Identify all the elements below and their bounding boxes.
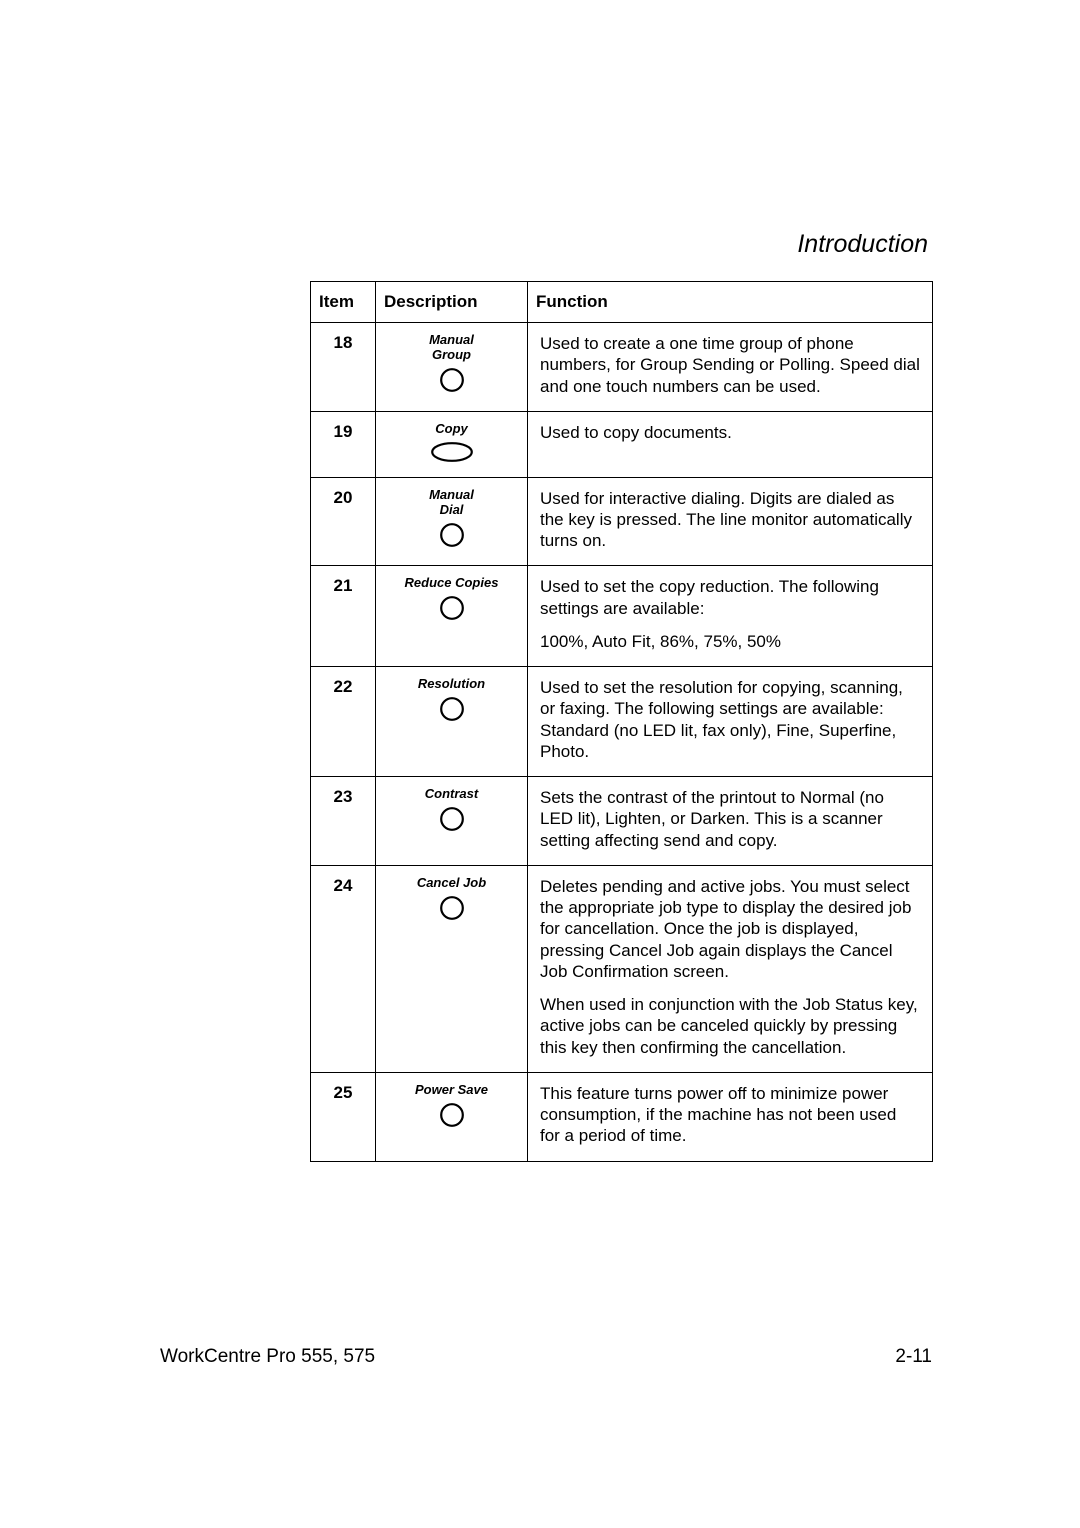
header-description: Description [376,282,528,323]
button-label: ManualDial [382,488,521,518]
function-cell: Used to set the copy reduction. The foll… [528,566,933,667]
table-row: 22 Resolution Used to set the resolution f… [311,667,933,777]
description-cell: ManualGroup [376,323,528,412]
function-cell: Used to create a one time group of phone… [528,323,933,412]
description-cell: Copy [376,411,528,477]
function-cell: Deletes pending and active jobs. You mus… [528,865,933,1072]
table-row: 18ManualGroup Used to create a one time g… [311,323,933,412]
ellipse-button-icon [430,441,474,463]
item-number: 19 [311,411,376,477]
circle-button-icon [439,522,465,548]
function-cell: This feature turns power off to minimize… [528,1072,933,1161]
table-row: 25 Power Save This feature turns power off… [311,1072,933,1161]
table-row: 24 Cancel Job Deletes pending and active j… [311,865,933,1072]
item-number: 22 [311,667,376,777]
footer-right: 2-11 [895,1346,932,1368]
function-text: This feature turns power off to minimize… [540,1083,920,1147]
circle-button-icon [439,1102,465,1128]
function-cell: Used to copy documents. [528,411,933,477]
table-header-row: Item Description Function [311,282,933,323]
item-number: 24 [311,865,376,1072]
button-label: Reduce Copies [382,576,521,591]
button-label: Power Save [382,1083,521,1098]
circle-button-icon [439,595,465,621]
circle-button-icon [439,895,465,921]
function-text: Used to set the resolution for copying, … [540,677,920,762]
button-label: Contrast [382,787,521,802]
table-row: 20ManualDial Used for interactive dialing… [311,477,933,566]
item-number: 23 [311,777,376,866]
description-cell: Power Save [376,1072,528,1161]
function-cell: Sets the contrast of the printout to Nor… [528,777,933,866]
function-text: 100%, Auto Fit, 86%, 75%, 50% [540,631,920,652]
table-row: 19 Copy Used to copy documents. [311,411,933,477]
item-number: 18 [311,323,376,412]
table-row: 21 Reduce Copies Used to set the copy redu… [311,566,933,667]
item-number: 21 [311,566,376,667]
description-cell: ManualDial [376,477,528,566]
function-text: Used to create a one time group of phone… [540,333,920,397]
feature-table: Item Description Function 18ManualGroup U… [310,281,933,1162]
item-number: 20 [311,477,376,566]
item-number: 25 [311,1072,376,1161]
function-text: Used to copy documents. [540,422,920,443]
header-function: Function [528,282,933,323]
circle-button-icon [439,806,465,832]
circle-button-icon [439,367,465,393]
description-cell: Contrast [376,777,528,866]
button-label: Cancel Job [382,876,521,891]
function-cell: Used to set the resolution for copying, … [528,667,933,777]
document-page: Introduction Item Description Function 1… [0,0,1080,1528]
function-text: Used to set the copy reduction. The foll… [540,576,920,619]
footer-left: WorkCentre Pro 555, 575 [160,1346,375,1368]
description-cell: Resolution [376,667,528,777]
page-footer: WorkCentre Pro 555, 575 2-11 [160,1346,932,1368]
description-cell: Reduce Copies [376,566,528,667]
button-label: Copy [382,422,521,437]
function-text: Sets the contrast of the printout to Nor… [540,787,920,851]
table-body: 18ManualGroup Used to create a one time g… [311,323,933,1162]
circle-button-icon [439,696,465,722]
header-item: Item [311,282,376,323]
function-text: Deletes pending and active jobs. You mus… [540,876,920,982]
function-cell: Used for interactive dialing. Digits are… [528,477,933,566]
description-cell: Cancel Job [376,865,528,1072]
button-label: ManualGroup [382,333,521,363]
table-row: 23 Contrast Sets the contrast of the print… [311,777,933,866]
button-label: Resolution [382,677,521,692]
section-heading: Introduction [160,230,932,259]
function-text: When used in conjunction with the Job St… [540,994,920,1058]
function-text: Used for interactive dialing. Digits are… [540,488,920,552]
